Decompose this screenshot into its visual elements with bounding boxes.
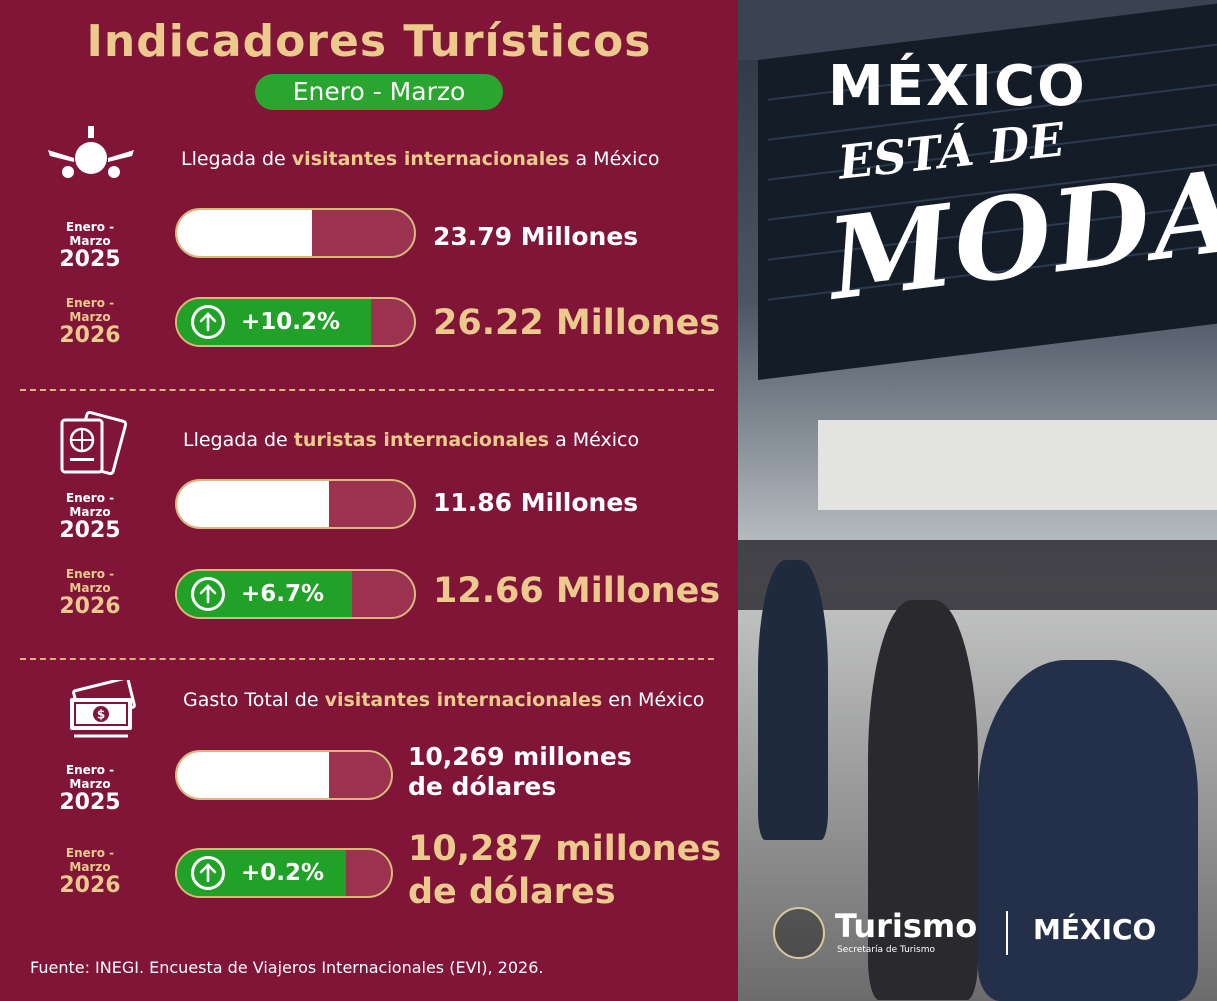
year-label-2026: Enero - Marzo 2026 [59, 846, 121, 898]
change-badge: +6.7% [241, 581, 325, 607]
value-visitors-2025: 23.79 Millones [433, 222, 639, 251]
money-icon: $ [70, 680, 136, 738]
svg-text:$: $ [97, 708, 105, 722]
section-title-visitors: Llegada de visitantes internacionales a … [181, 148, 660, 170]
seal-icon [773, 907, 825, 959]
bar-spending-2026: +0.2% [175, 848, 393, 898]
arrow-up-icon [191, 305, 225, 339]
mexico-logo-small: MÉXICO [1033, 913, 1157, 946]
traveler [758, 560, 828, 840]
bar-visitors-2025 [175, 208, 416, 258]
year-label-2026: Enero - Marzo 2026 [59, 567, 121, 619]
year-label-2025: Enero - Marzo 2025 [59, 763, 121, 815]
section-title-spending: Gasto Total de visitantes internacionale… [183, 689, 705, 711]
value-tourists-2026: 12.66 Millones [433, 571, 721, 611]
divider [20, 389, 714, 391]
year-label-2026: Enero - Marzo 2026 [59, 296, 121, 348]
bar-spending-2025 [175, 750, 393, 800]
change-badge: +10.2% [241, 309, 341, 335]
traveler [978, 660, 1198, 1001]
arrow-up-icon [191, 577, 225, 611]
bar-tourists-2025 [175, 479, 416, 529]
value-tourists-2025: 11.86 Millones [433, 488, 639, 517]
footer-logos: Turismo Secretaría de Turismo MÉXICO [773, 905, 1193, 965]
period-badge: Enero - Marzo [255, 74, 503, 110]
airplane-icon [48, 126, 134, 178]
bar-visitors-2026: +10.2% [175, 297, 416, 347]
turismo-logo: Turismo [835, 907, 978, 945]
mexico-logo: MÉXICO [828, 54, 1087, 119]
passport-icon [60, 410, 128, 476]
logo-divider [1006, 911, 1008, 955]
change-badge: +0.2% [241, 860, 325, 886]
page-title: Indicadores Turísticos [86, 16, 652, 67]
arrow-up-icon [191, 856, 225, 890]
infographic-panel: Indicadores Turísticos Enero - Marzo Lle… [20, 16, 722, 977]
divider [20, 658, 714, 660]
section-title-tourists: Llegada de turistas internacionales a Mé… [183, 429, 640, 451]
bar-tourists-2026: +6.7% [175, 569, 416, 619]
source-note: Fuente: INEGI. Encuesta de Viajeros Inte… [30, 958, 544, 977]
year-label-2025: Enero - Marzo 2025 [59, 491, 121, 543]
secretaria-label: Secretaría de Turismo [837, 945, 935, 955]
year-label-2025: Enero - Marzo 2025 [59, 220, 121, 272]
value-visitors-2026: 26.22 Millones [433, 303, 721, 343]
terminal-wall [818, 420, 1217, 510]
traveler [868, 600, 978, 1000]
airport-photo: MÉXICO ESTÁ DE MODA Turismo Secretaría d… [738, 0, 1217, 1001]
value-spending-2025: 10,269 millones de dólares [408, 742, 632, 801]
value-spending-2026: 10,287 millones de dólares [408, 829, 722, 912]
